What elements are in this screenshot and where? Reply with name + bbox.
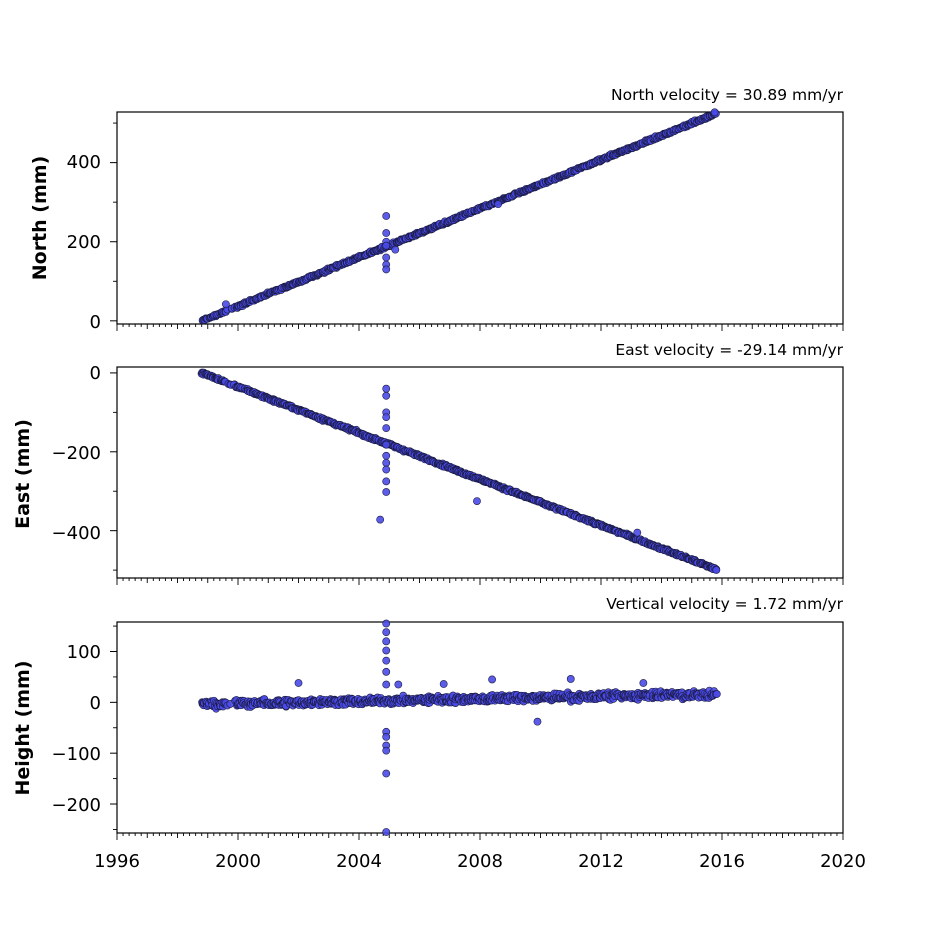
data-point-outlier (382, 391, 391, 400)
x-tick-label: 2000 (215, 851, 261, 872)
data-point-outlier (488, 675, 496, 684)
data-point (712, 566, 721, 574)
height-panel: Vertical velocity = 1.72 mm/yr Height (m… (12, 595, 866, 872)
series-points (198, 619, 721, 836)
data-point-outlier (633, 528, 642, 537)
series-points (198, 108, 720, 325)
x-tick-label: 2004 (336, 851, 382, 872)
data-point-outlier (382, 477, 391, 486)
north-panel: North velocity = 30.89 mm/yr North (mm) … (29, 86, 844, 333)
data-point-outlier (294, 679, 303, 687)
data-point-outlier (382, 465, 391, 474)
x-tick-label: 2020 (820, 851, 866, 872)
data-point-outlier (382, 253, 391, 262)
east-ytick-label: −400 (52, 523, 101, 544)
data-point-outlier (382, 828, 391, 836)
data-point-outlier (382, 628, 391, 637)
data-point-outlier (382, 746, 391, 755)
height-panel-title: Vertical velocity = 1.72 mm/yr (606, 595, 843, 613)
data-point-outlier (382, 424, 391, 433)
height-ytick-label: 100 (67, 642, 101, 663)
data-point-outlier (382, 451, 391, 460)
height-ylabel: Height (mm) (12, 660, 34, 795)
x-tick-label: 2008 (457, 851, 503, 872)
height-ytick-label: −200 (52, 795, 101, 816)
data-point-outlier (382, 646, 391, 655)
north-ytick-label: 0 (90, 312, 101, 333)
data-point-outlier (382, 229, 391, 237)
height-ytick-label: 0 (90, 693, 101, 714)
data-point-outlier (473, 497, 481, 505)
panel-0-marks (110, 108, 844, 331)
data-point-outlier (221, 300, 230, 309)
data-point-outlier (382, 733, 391, 741)
height-ytick-label: −100 (52, 744, 101, 765)
data-point-outlier (394, 680, 403, 689)
north-ytick-label: 200 (67, 232, 101, 253)
data-point-outlier (382, 458, 391, 467)
north-panel-title: North velocity = 30.89 mm/yr (611, 86, 844, 104)
east-panel-title: East velocity = -29.14 mm/yr (615, 341, 843, 359)
data-point-outlier (566, 675, 575, 683)
data-point-outlier (533, 717, 542, 726)
data-point-outlier (494, 200, 503, 209)
data-point-outlier (382, 241, 391, 250)
data-point-outlier (639, 679, 648, 687)
data-point-outlier (439, 680, 448, 688)
data-point-outlier (382, 637, 391, 646)
data-point (710, 108, 719, 117)
data-point-outlier (391, 245, 400, 254)
data-point-outlier (382, 680, 391, 689)
data-point-outlier (382, 265, 391, 274)
data-point-outlier (382, 440, 391, 449)
data-point-outlier (382, 769, 391, 778)
east-ytick-label: −200 (52, 443, 101, 464)
east-panel: East velocity = -29.14 mm/yr East (mm) 0… (12, 341, 844, 544)
north-ytick-label: 400 (67, 152, 101, 173)
east-ylabel: East (mm) (12, 419, 34, 529)
chart-marks (110, 108, 844, 840)
x-tick-label: 2016 (699, 851, 745, 872)
data-point-outlier (382, 656, 391, 665)
data-point-outlier (376, 515, 385, 524)
data-point-outlier (382, 619, 391, 628)
data-point-outlier (382, 413, 391, 421)
data-point-outlier (382, 384, 391, 393)
data-point-outlier (382, 488, 391, 496)
north-ylabel: North (mm) (29, 156, 51, 281)
panel-1-marks (110, 366, 844, 585)
series-points (197, 368, 721, 574)
x-tick-label: 1996 (94, 851, 140, 872)
x-tick-label: 2012 (578, 851, 624, 872)
data-point (712, 690, 721, 698)
data-point-outlier (382, 667, 391, 676)
data-point-outlier (382, 212, 391, 220)
east-ytick-label: 0 (90, 363, 101, 384)
panel-2-marks (110, 619, 844, 840)
